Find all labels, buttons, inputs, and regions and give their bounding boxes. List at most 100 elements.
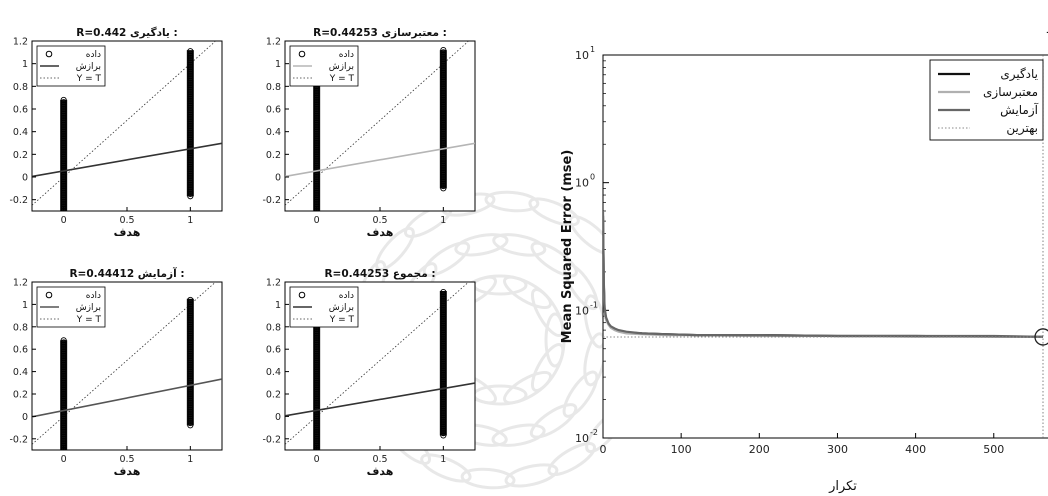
data-point <box>313 411 320 418</box>
data-point <box>440 425 447 432</box>
data-point <box>313 196 320 203</box>
y-tick-label: 0.6 <box>13 345 28 356</box>
data-point <box>60 108 67 115</box>
data-point <box>60 408 67 415</box>
legend-label: برازش <box>76 62 101 72</box>
data-point <box>187 348 194 355</box>
panel-title: : معتبرسازی R=0.44253 <box>313 27 447 39</box>
fit-line <box>32 378 222 418</box>
panel-xlabel: هدف <box>367 465 394 478</box>
data-point <box>60 424 67 431</box>
data-point <box>187 296 194 303</box>
data-point <box>187 50 194 57</box>
data-point <box>440 333 447 340</box>
data-point <box>60 411 67 418</box>
watermark-petal <box>504 463 559 488</box>
data-point <box>440 90 447 97</box>
data-point <box>60 348 67 355</box>
data-point <box>187 417 194 424</box>
data-point <box>440 398 447 405</box>
data-point <box>440 427 447 435</box>
data-point <box>440 432 447 439</box>
data-point <box>440 392 447 399</box>
data-point <box>440 133 447 140</box>
y-tick-exponent: -1 <box>590 300 598 309</box>
panel-legend: داده برازش Y = T <box>36 286 106 328</box>
fit-line <box>285 142 475 178</box>
data-point <box>187 193 194 200</box>
data-point <box>313 339 320 346</box>
data-point <box>440 396 447 403</box>
data-point <box>313 153 320 160</box>
data-point <box>440 112 447 119</box>
data-point <box>313 388 320 395</box>
legend-data-symbol <box>298 50 306 58</box>
data-point <box>440 304 447 311</box>
x-tick-label: 1 <box>187 215 193 226</box>
data-point <box>60 162 67 169</box>
data-point <box>187 310 194 317</box>
data-point <box>313 361 320 368</box>
data-point <box>187 159 194 166</box>
data-point <box>187 66 194 73</box>
data-point <box>60 146 67 153</box>
data-point <box>440 81 447 88</box>
data-point <box>187 177 194 184</box>
watermark-petal <box>547 442 597 477</box>
data-point <box>60 341 67 348</box>
data-point <box>440 345 447 352</box>
data-point <box>187 107 194 114</box>
panel-title: : آزمایش R=0.44412 <box>69 267 184 280</box>
data-point <box>187 415 194 422</box>
data-point <box>60 189 67 196</box>
data-point <box>187 109 194 116</box>
data-point <box>313 359 320 366</box>
data-point <box>313 126 320 133</box>
watermark-petal <box>454 233 509 257</box>
data-point <box>313 171 320 178</box>
data-point <box>187 411 194 418</box>
data-point <box>60 105 67 113</box>
data-point <box>187 413 194 420</box>
best-point-marker <box>1034 328 1048 346</box>
data-point <box>440 117 447 124</box>
watermark-petal <box>420 453 472 483</box>
y-tick-label: 1.2 <box>266 278 281 289</box>
data-point <box>60 422 67 429</box>
data-point <box>440 103 447 110</box>
data-point <box>313 90 320 97</box>
data-point <box>60 160 67 167</box>
data-point <box>187 116 194 123</box>
data-point <box>187 404 194 411</box>
data-point <box>60 115 67 122</box>
data-point <box>440 71 447 79</box>
data-point <box>440 151 447 158</box>
data-point <box>187 161 194 168</box>
perf-legend-label: آزمایش <box>1000 102 1039 118</box>
data-point <box>60 440 67 447</box>
data-point <box>60 171 67 178</box>
data-point <box>60 155 67 162</box>
data-point <box>440 322 447 329</box>
data-point <box>60 370 67 377</box>
y-tick-label: 0.6 <box>266 105 281 116</box>
y-tick-label: 0.6 <box>13 105 28 116</box>
data-point <box>440 65 447 72</box>
data-point <box>187 188 194 195</box>
y-tick-label: 0 <box>275 173 281 184</box>
y-tick-label: 0.2 <box>13 390 28 401</box>
data-point <box>440 183 447 190</box>
data-point <box>440 291 447 298</box>
panel-legend: داده برازش Y = T <box>289 45 359 87</box>
data-point <box>440 85 447 92</box>
y-tick-label: 0 <box>22 173 28 184</box>
data-point <box>313 415 320 422</box>
data-point <box>60 343 67 351</box>
y-tick-label: 1.2 <box>13 278 28 289</box>
data-point <box>313 352 320 359</box>
data-point <box>60 366 67 373</box>
data-point <box>313 381 320 389</box>
x-tick-label: 400 <box>905 443 926 456</box>
data-point <box>187 163 194 170</box>
data-point <box>440 171 447 178</box>
